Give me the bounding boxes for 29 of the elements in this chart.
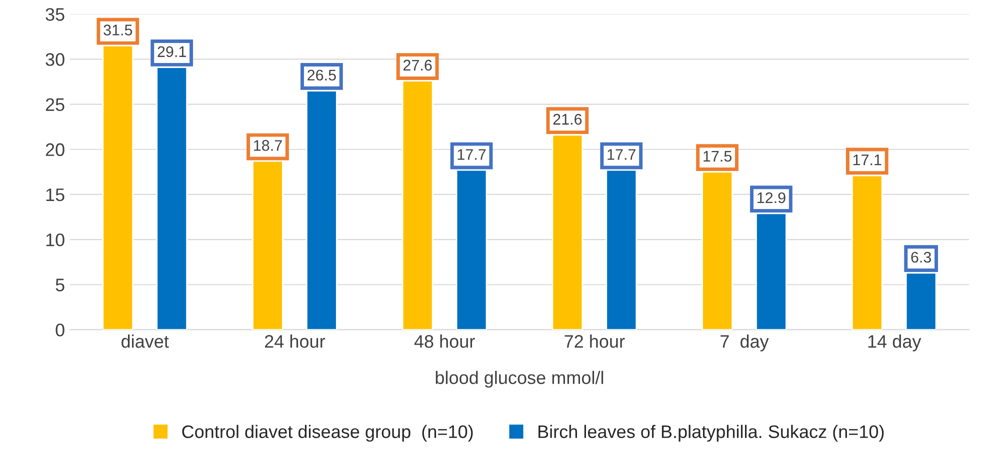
data-label: 17.1 (853, 154, 882, 166)
x-axis-title: blood glucose mmol/l (436, 370, 604, 388)
legend-label: Control diavet disease group (n=10) (182, 424, 473, 442)
data-label: 6.3 (911, 252, 932, 263)
data-label: 31.5 (104, 24, 132, 36)
x-tick-label: 7 day (720, 334, 769, 352)
x-tick-label: diavet (122, 334, 169, 348)
legend-label: Birch leaves of B.platyphilla. Sukacz (n=10) (538, 424, 884, 442)
x-tick-label: 14 day (868, 334, 922, 352)
x-tick-label: 24 hour (265, 334, 326, 348)
y-tick-label: 5 (56, 278, 64, 292)
x-tick-label: 72 hour (564, 334, 625, 348)
y-tick-label: 10 (46, 233, 64, 246)
y-tick-label: 20 (46, 143, 64, 156)
y-tick-label: 30 (46, 53, 64, 66)
data-label: 21.6 (553, 114, 582, 125)
data-label: 27.6 (403, 60, 432, 71)
data-label: 17.7 (608, 149, 636, 160)
data-label: 17.7 (458, 149, 486, 160)
data-label: 12.9 (758, 192, 786, 204)
y-tick-label: 35 (46, 8, 64, 21)
y-tick-label: 15 (46, 188, 64, 202)
data-label: 17.5 (704, 151, 732, 162)
data-label: 29.1 (158, 46, 186, 58)
y-tick-label: 25 (46, 98, 64, 112)
data-label: 18.7 (254, 140, 282, 151)
data-label: 26.5 (308, 70, 336, 81)
x-tick-label: 48 hour (414, 334, 475, 348)
y-tick-label: 0 (56, 324, 64, 336)
